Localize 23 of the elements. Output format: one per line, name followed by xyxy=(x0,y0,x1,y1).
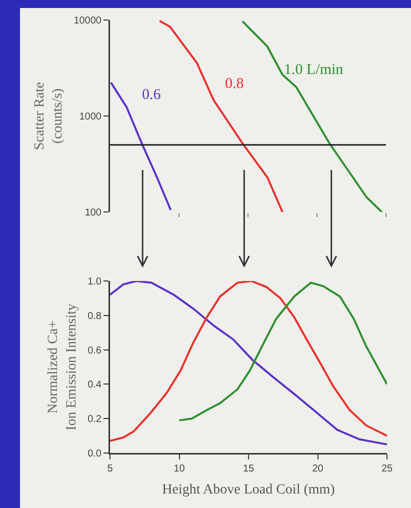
line-series xyxy=(178,282,387,422)
y-tick-label: 1.0 xyxy=(88,276,102,288)
y-tick-label: 10000 xyxy=(74,16,102,26)
y-tick-label: 0.2 xyxy=(88,414,102,426)
y-axis-title: Scatter Rate (counts/s) xyxy=(32,82,66,150)
y-tick-label: 0.0 xyxy=(88,448,102,460)
series-label: 0.8 xyxy=(225,76,244,92)
y-tick-label: 1000 xyxy=(79,112,102,122)
series-label: 1.0 L/min xyxy=(284,62,344,78)
line-series xyxy=(158,20,284,212)
y-tick-label: 0.8 xyxy=(88,310,102,322)
y-tick-label: 0.6 xyxy=(88,345,102,356)
y-axis-title: Normalized Ca+ Ion Emission Intensity xyxy=(46,304,80,430)
line-series xyxy=(110,82,172,211)
x-tick-label: 10 xyxy=(174,464,186,474)
y-tick-label: 0.4 xyxy=(88,380,102,391)
x-axis-title: Height Above Load Coil (mm) xyxy=(162,482,336,498)
series-label: 0.6 xyxy=(142,87,162,103)
x-tick-label: 5 xyxy=(107,464,114,474)
x-tick-label: 25 xyxy=(381,464,393,474)
x-tick-label: 15 xyxy=(242,464,254,474)
y-tick-label: 100 xyxy=(84,208,102,218)
x-tick-label: 20 xyxy=(312,464,324,474)
